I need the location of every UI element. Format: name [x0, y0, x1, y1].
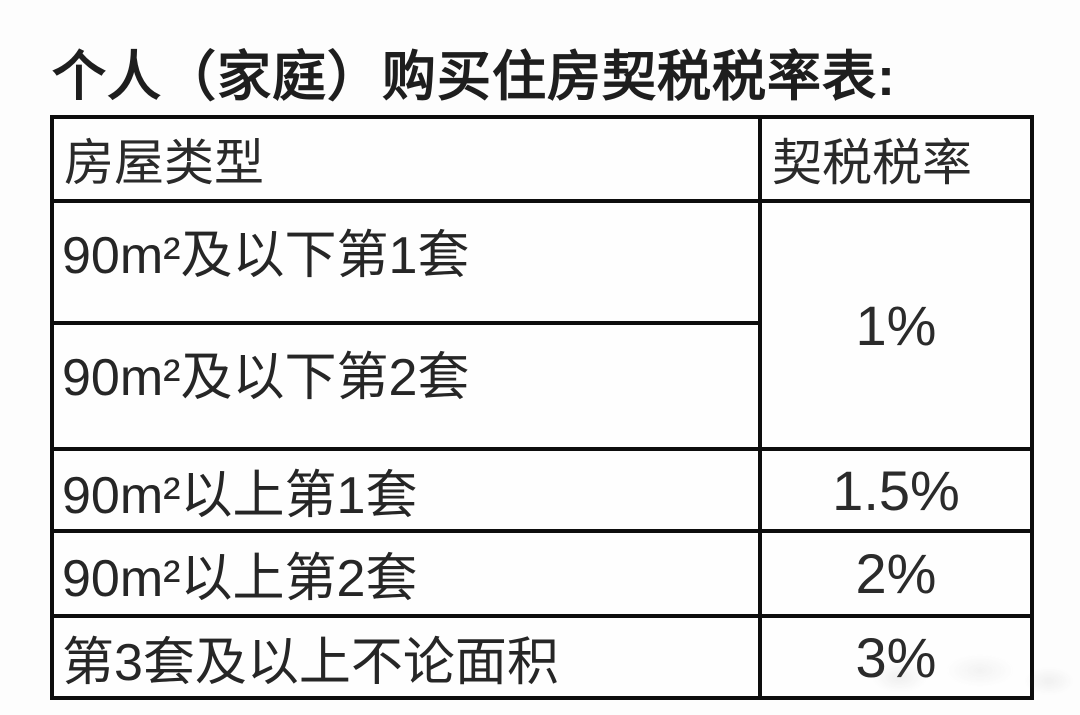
table-row: 90m²及以下第2套: [50, 321, 1032, 451]
table-row: 90m²及以下第1套 1%: [50, 199, 1034, 451]
cell-tax-rate-3: 1.5%: [758, 447, 1034, 533]
header-tax-rate: 契税税率: [758, 115, 1034, 203]
cell-tax-rate-1: 1%: [758, 199, 1034, 451]
deed-tax-rate-table: 房屋类型 契税税率 90m²及以下第1套 1% 90m²及以下第2套 90m²以…: [50, 115, 1034, 700]
page-title: 个人（家庭）购买住房契税税率表:: [52, 47, 896, 107]
table-row: 90m²以上第2套 2%: [50, 529, 1034, 618]
cell-house-type-5: 第3套及以上不论面积: [50, 614, 762, 700]
cell-house-type-2: 90m²及以下第2套: [50, 321, 762, 451]
cell-tax-rate-4: 2%: [758, 529, 1034, 618]
cell-house-type-1: 90m²及以下第1套: [50, 199, 762, 325]
table-header-row: 房屋类型 契税税率: [50, 115, 1034, 203]
header-house-type: 房屋类型: [50, 115, 762, 203]
cell-house-type-3: 90m²以上第1套: [50, 447, 762, 533]
table-row: 第3套及以上不论面积 3%: [50, 614, 1034, 700]
cell-house-type-4: 90m²以上第2套: [50, 529, 762, 618]
cell-tax-rate-5: 3%: [758, 614, 1034, 700]
table-row: 90m²以上第1套 1.5%: [50, 447, 1034, 533]
